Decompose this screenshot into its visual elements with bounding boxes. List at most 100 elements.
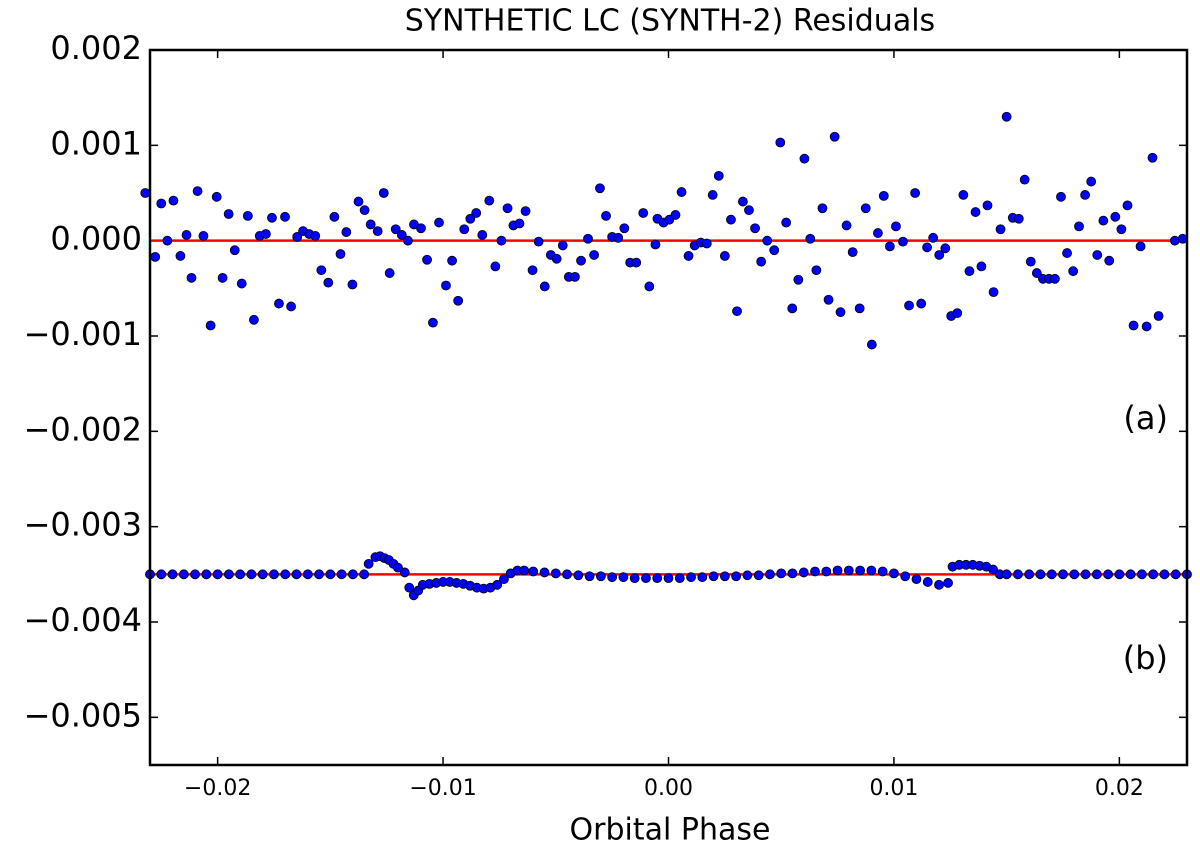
data-point — [212, 569, 223, 580]
data-point — [1074, 221, 1084, 232]
data-point — [970, 207, 981, 217]
data-point — [363, 558, 374, 569]
data-point — [719, 571, 730, 582]
data-point — [889, 568, 899, 579]
data-point — [775, 137, 786, 148]
data-point — [267, 212, 277, 223]
data-point — [1110, 211, 1121, 222]
data-point — [1128, 320, 1139, 331]
x-axis-label: Orbital Phase — [570, 813, 771, 848]
data-point — [211, 191, 222, 202]
data-point — [821, 566, 832, 577]
data-point — [744, 205, 754, 216]
data-point — [372, 226, 383, 237]
data-point — [269, 569, 279, 580]
data-point — [765, 569, 775, 580]
data-point — [223, 209, 234, 219]
data-point — [353, 196, 364, 207]
data-point — [292, 231, 303, 242]
data-point — [459, 224, 470, 235]
data-point — [347, 279, 358, 290]
data-point — [140, 188, 151, 198]
data-point — [551, 253, 562, 264]
data-point — [855, 565, 866, 576]
data-point — [1169, 235, 1180, 246]
data-point — [1035, 569, 1046, 580]
data-point — [686, 572, 696, 583]
data-point — [422, 254, 432, 265]
data-point — [246, 569, 257, 580]
data-point — [1001, 111, 1012, 122]
data-point — [878, 190, 889, 201]
data-point — [519, 565, 530, 576]
data-point — [1069, 569, 1080, 580]
data-point — [753, 570, 764, 581]
data-point — [402, 235, 413, 246]
data-point — [650, 239, 661, 250]
data-point — [1141, 321, 1152, 332]
data-point — [539, 567, 550, 578]
data-point — [701, 238, 712, 249]
data-point — [776, 568, 787, 579]
data-point — [750, 223, 760, 234]
data-point — [810, 566, 820, 577]
data-point — [359, 569, 370, 580]
data-point — [928, 232, 939, 243]
data-point — [952, 308, 963, 319]
data-point — [943, 578, 953, 588]
data-point — [302, 569, 313, 580]
data-point — [242, 210, 253, 221]
data-point — [1098, 215, 1109, 226]
data-point — [1001, 569, 1012, 580]
data-point — [607, 572, 618, 583]
data-point — [447, 255, 457, 266]
data-point — [1153, 311, 1164, 321]
data-point — [916, 298, 927, 309]
data-point — [934, 250, 945, 260]
data-point — [982, 200, 993, 211]
data-point — [663, 573, 674, 584]
data-point — [1114, 569, 1125, 580]
data-point — [1046, 569, 1057, 580]
data-point — [257, 569, 268, 580]
data-point — [1104, 255, 1115, 266]
data-point — [756, 256, 767, 267]
data-point — [156, 198, 167, 209]
data-point — [835, 307, 846, 318]
data-point — [1058, 569, 1068, 580]
data-point — [787, 303, 798, 314]
data-point — [316, 265, 327, 276]
data-point — [562, 569, 572, 580]
data-point — [217, 272, 228, 283]
data-point — [823, 294, 834, 305]
data-point — [490, 261, 501, 272]
data-point — [877, 566, 888, 577]
data-point — [670, 210, 681, 220]
data-point — [1049, 273, 1060, 284]
data-point — [713, 170, 724, 181]
y-tick-label: 0.002 — [50, 29, 142, 67]
data-point — [341, 227, 352, 237]
y-tick-label: 0.001 — [50, 124, 142, 162]
data-point — [390, 224, 401, 235]
data-point — [186, 272, 197, 283]
data-point — [329, 211, 340, 222]
data-point — [192, 186, 203, 196]
data-point — [898, 236, 908, 247]
data-point — [280, 211, 290, 222]
data-point — [453, 295, 464, 306]
data-point — [1024, 569, 1035, 580]
data-point — [484, 195, 495, 206]
data-point — [1013, 213, 1024, 224]
data-point — [280, 569, 291, 580]
data-point — [652, 573, 663, 584]
data-point — [260, 229, 271, 239]
data-point — [1062, 248, 1072, 258]
data-point — [570, 271, 580, 282]
data-point — [249, 314, 259, 325]
data-point — [520, 206, 531, 217]
data-point — [178, 569, 189, 580]
data-point — [434, 217, 444, 228]
annotation: (a) — [1123, 399, 1168, 437]
